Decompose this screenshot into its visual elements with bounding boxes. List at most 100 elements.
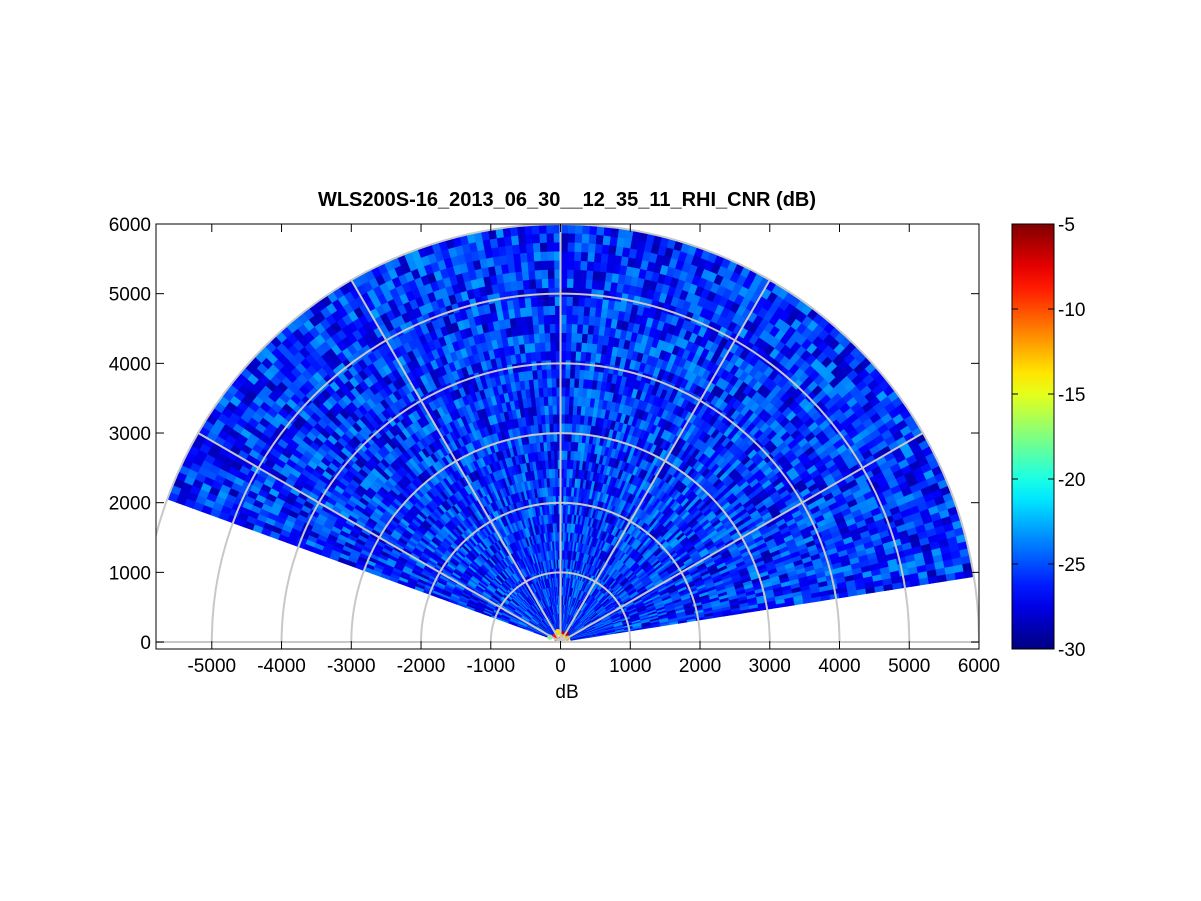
heatmap-cell [548, 305, 556, 316]
heatmap-cell [544, 332, 551, 343]
heatmap-cell [560, 224, 569, 234]
heatmap-cell [573, 260, 581, 271]
heatmap-cell [567, 423, 573, 433]
heatmap-cell [550, 377, 557, 388]
heatmap-cell [565, 314, 573, 325]
heatmap-cell [560, 241, 568, 252]
heatmap-cell [578, 278, 587, 289]
heatmap-cell [542, 305, 550, 316]
heatmap-cell [538, 224, 547, 234]
heatmap-cell [546, 386, 553, 397]
heatmap-cell [566, 259, 575, 270]
heatmap-cell [564, 404, 570, 415]
heatmap-cell [566, 287, 574, 297]
heatmap-cell [547, 269, 555, 279]
heatmap-cell [574, 232, 583, 243]
heatmap-cell [572, 396, 579, 407]
heatmap-cell [520, 261, 529, 272]
heatmap-cell [537, 314, 545, 325]
heatmap-cell [594, 243, 603, 254]
heatmap-cell [531, 224, 540, 235]
heatmap-cell [600, 252, 609, 264]
heatmap-cell [525, 242, 534, 253]
heatmap-cell [581, 233, 590, 244]
heatmap-cell [549, 323, 556, 334]
heatmap-cell [524, 233, 533, 244]
cnr-heatmap [166, 224, 975, 643]
heatmap-cell [564, 395, 570, 406]
heatmap-cell [588, 233, 597, 244]
heatmap-cell [575, 341, 582, 352]
heatmap-cell [568, 386, 575, 397]
heatmap-cell [560, 259, 568, 270]
heatmap-cell [564, 386, 570, 397]
heatmap-cell [565, 332, 572, 343]
heatmap-cell [572, 278, 580, 289]
heatmap-cell [566, 250, 575, 261]
heatmap-cell [579, 351, 587, 362]
heatmap-cell [550, 359, 557, 370]
heatmap-cell [576, 323, 584, 334]
heatmap-cell [583, 306, 591, 317]
heatmap-cell [564, 377, 571, 388]
heatmap-cell [551, 386, 557, 397]
heatmap-cell [574, 224, 583, 234]
heatmap-cell [585, 269, 594, 281]
heatmap-cell [537, 323, 545, 334]
heatmap-cell [533, 260, 542, 271]
plot-area [156, 224, 979, 644]
heatmap-cell [588, 306, 597, 317]
heatmap-cell [566, 296, 573, 307]
heatmap-cell [569, 368, 576, 379]
heatmap-cell [518, 243, 527, 254]
heatmap-cell [527, 269, 536, 281]
heatmap-cell [552, 413, 558, 424]
heatmap-cell [538, 232, 547, 243]
heatmap-cell [602, 234, 611, 246]
heatmap-cell [548, 296, 555, 307]
heatmap-cell [567, 414, 573, 424]
heatmap-cell [578, 287, 586, 298]
heatmap-cell [530, 296, 538, 308]
heatmap-cell [599, 261, 608, 273]
heatmap-cell [571, 305, 579, 316]
heatmap-cell [564, 359, 571, 370]
heatmap-cell [591, 279, 599, 290]
heatmap-cell [526, 251, 535, 263]
heatmap-cell [565, 323, 572, 334]
heatmap-cell [541, 287, 549, 298]
heatmap-cell [581, 333, 588, 344]
heatmap-cell [550, 350, 556, 361]
heatmap-cell [535, 287, 543, 298]
heatmap-cell [572, 269, 581, 280]
heatmap-cell [541, 278, 549, 289]
heatmap-cell [574, 350, 582, 361]
heatmap-cell [546, 259, 555, 270]
heatmap-cell [590, 288, 598, 299]
heatmap-cell [560, 232, 568, 243]
heatmap-cell [566, 441, 572, 452]
heatmap-cell [573, 242, 582, 253]
heatmap-cell [553, 250, 561, 261]
heatmap-cell [573, 251, 582, 262]
heatmap-cell [575, 332, 583, 343]
heatmap-cell [566, 269, 574, 279]
heatmap-cell [589, 297, 598, 308]
heatmap-cell [581, 224, 591, 235]
heatmap-cell [552, 422, 558, 433]
heatmap-cell [539, 341, 546, 352]
heatmap-cell [553, 232, 561, 243]
heatmap-cell [584, 278, 593, 290]
heatmap-cell [551, 395, 557, 406]
heatmap-cell [539, 242, 548, 253]
heatmap-cell [569, 377, 575, 388]
heatmap-cell [528, 278, 537, 290]
heatmap-cell [593, 252, 602, 263]
heatmap-cell [570, 341, 577, 352]
heatmap-cell [592, 261, 601, 272]
heatmap-cell [563, 459, 568, 469]
heatmap-cell [574, 368, 580, 379]
heatmap-cell [565, 305, 573, 316]
heatmap-cell [579, 260, 588, 271]
heatmap-cell [540, 260, 548, 271]
